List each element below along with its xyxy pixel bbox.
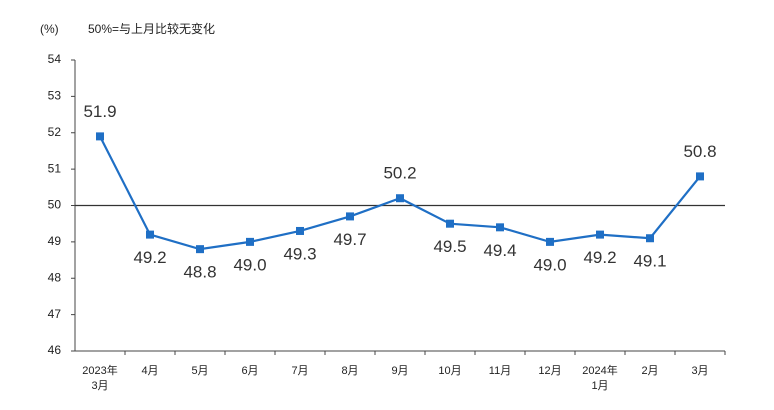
value-label: 49.5	[433, 237, 466, 256]
marker	[296, 226, 304, 235]
x-tick-label: 8月	[341, 365, 358, 377]
value-label: 48.8	[183, 263, 216, 282]
value-label: 49.7	[333, 230, 366, 249]
marker	[596, 230, 604, 239]
y-tick-label: 52	[48, 125, 62, 139]
x-tick-label: 9月	[391, 365, 408, 377]
value-label: 49.0	[233, 255, 266, 274]
unit-label: (%)	[40, 22, 59, 36]
x-tick-label: 6月	[241, 365, 258, 377]
marker	[246, 237, 254, 246]
x-tick-label: 11月	[489, 365, 511, 377]
marker	[196, 245, 204, 254]
marker	[96, 132, 104, 141]
y-tick-label: 47	[48, 307, 62, 321]
marker	[446, 219, 454, 228]
y-tick-label: 51	[48, 161, 62, 175]
value-label: 49.3	[283, 244, 316, 263]
marker	[546, 237, 554, 246]
x-tick-label: 2024年 1月	[582, 363, 617, 392]
value-label: 51.9	[83, 102, 116, 121]
x-tick-label: 2月	[641, 365, 658, 377]
x-tick-label: 10月	[438, 365, 461, 377]
marker	[496, 223, 504, 232]
marker	[396, 194, 404, 203]
marker	[346, 212, 354, 221]
value-label: 49.2	[133, 248, 166, 267]
x-tick-label: 3月	[691, 365, 708, 377]
y-tick-label: 53	[48, 89, 62, 103]
note: 50%=与上月比较无变化	[88, 21, 215, 36]
value-label: 49.1	[633, 252, 666, 271]
value-label: 49.2	[583, 248, 616, 267]
x-tick-label: 4月	[141, 365, 158, 377]
marker	[146, 230, 154, 239]
x-tick-label: 2023年 3月	[82, 363, 117, 392]
y-tick-label: 50	[48, 198, 62, 212]
x-tick-label: 5月	[191, 365, 208, 377]
x-tick-label: 12月	[538, 365, 561, 377]
marker	[646, 234, 654, 243]
y-tick-label: 46	[48, 343, 62, 357]
value-label: 50.2	[383, 164, 416, 183]
value-label: 49.0	[533, 255, 566, 274]
y-tick-label: 48	[48, 270, 62, 284]
x-tick-label: 7月	[291, 365, 308, 377]
value-label: 49.4	[483, 241, 516, 260]
y-tick-label: 54	[48, 52, 62, 66]
marker	[696, 172, 704, 181]
y-tick-label: 49	[48, 234, 62, 248]
line	[99, 135, 701, 251]
value-label: 50.8	[683, 142, 716, 161]
